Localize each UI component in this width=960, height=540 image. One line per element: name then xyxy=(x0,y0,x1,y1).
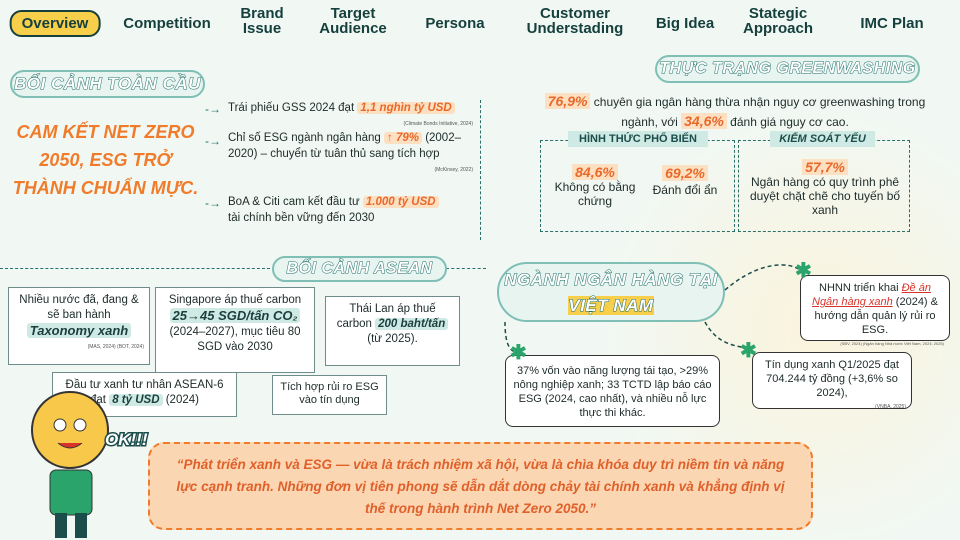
arrow: -→ xyxy=(205,102,221,116)
nav-label: Customer xyxy=(539,5,610,22)
text: 37% vốn vào năng lượng tái tạo, >29% nôn… xyxy=(513,365,712,419)
stat-label: Không có bằng chứng xyxy=(554,180,636,208)
asean-box: Đầu tư xanh tư nhân ASEAN-6 đạt 8 tỷ USD… xyxy=(52,372,237,417)
highlight: 8 tỷ USD xyxy=(109,394,163,406)
nav-label: Stategic xyxy=(748,5,808,22)
bullet: Chỉ số ESG ngành ngân hàng ↑ 79% (2002–2… xyxy=(228,130,473,178)
text: BoA & Citi cam kết đầu tư xyxy=(228,196,360,208)
text: Trái phiếu GSS 2024 đạt xyxy=(228,102,355,114)
vn-card: 37% vốn vào năng lượng tái tạo, >29% nôn… xyxy=(505,355,720,427)
nav-label: Competition xyxy=(123,15,211,32)
divider xyxy=(446,268,486,269)
arrow: -→ xyxy=(205,134,221,148)
nav-item[interactable]: Stategic Approach xyxy=(743,6,813,36)
nav-item[interactable]: Persona xyxy=(425,16,484,31)
highlight: 76,9% xyxy=(544,93,591,109)
text: (2024) xyxy=(165,394,199,406)
text: Tích hợp rủi ro ESG vào tín dụng xyxy=(280,381,379,406)
text: (từ 2025). xyxy=(367,333,418,345)
section-title: BỐI CẢNH TOÀN CẦU xyxy=(10,70,205,98)
arrow: -→ xyxy=(205,196,221,210)
text: Tín dụng xanh Q1/2025 đạt 704.244 tỷ đồn… xyxy=(765,359,899,399)
title-line: NGÀNH NGÂN HÀNG TẠI xyxy=(504,270,718,290)
highlight: 1,1 nghìn tỷ USD xyxy=(357,102,455,114)
nav-label: Audience xyxy=(319,20,387,37)
stat-label: Ngân hàng có quy trình phê duyệt chặt ch… xyxy=(749,175,901,217)
text: đánh giá nguy cơ cao. xyxy=(730,115,849,129)
nav-label: Persona xyxy=(425,15,485,32)
stat: 69,2% Đánh đổi ẩn xyxy=(640,165,730,198)
nav-label: Overview xyxy=(21,15,89,32)
highlight: ↑ 79% xyxy=(384,132,422,144)
highlight: 34,6% xyxy=(681,113,727,129)
stat: 57,7% Ngân hàng có quy trình phê duyệt ch… xyxy=(745,159,905,217)
nav-item[interactable]: Brand Issue xyxy=(240,6,283,36)
nav-item[interactable]: IMC Plan xyxy=(860,16,923,31)
text: Chỉ số ESG ngành ngân hàng xyxy=(228,132,381,144)
divider xyxy=(0,268,270,269)
nav-label: IMC Plan xyxy=(860,15,924,32)
mascot: OK!!! xyxy=(31,391,149,538)
source: (MAS, 2024) (BOT, 2024) xyxy=(87,344,144,350)
highlight: 200 baht/tấn xyxy=(375,318,449,330)
star-icon: ✱ xyxy=(795,260,812,282)
section-title: BỐI CẢNH ASEAN xyxy=(272,256,447,282)
stat-value: 57,7% xyxy=(802,159,848,175)
vn-card: NHNN triển khai Đề án Ngân hàng xanh (20… xyxy=(800,275,950,346)
divider xyxy=(480,100,481,240)
mascot-text: OK!!! xyxy=(105,430,148,449)
nav-label: Approach xyxy=(742,20,814,37)
intro: 76,9% chuyên gia ngân hàng thừa nhận ngu… xyxy=(530,92,940,132)
text: tài chính bền vững đến 2030 xyxy=(228,212,375,224)
nav-label: Target xyxy=(330,5,376,22)
asean-box: Nhiều nước đã, đang & sẽ ban hành Taxonom… xyxy=(8,287,150,365)
source: (McKinsey, 2022) xyxy=(434,167,473,173)
asean-box: Singapore áp thuế carbon 25→45 SGD/tấn CO… xyxy=(155,287,315,373)
nav-item[interactable]: Target Audience xyxy=(319,6,387,36)
nav-label: Issue xyxy=(242,20,282,37)
stat-label: Đánh đổi ẩn xyxy=(652,183,718,197)
nav-item[interactable]: Competition xyxy=(123,16,211,31)
section-title: THỰC TRẠNG GREENWASHING xyxy=(655,55,920,83)
stat-value: 84,6% xyxy=(572,164,618,180)
nav-label: Brand xyxy=(240,5,284,22)
source: (SBV, 2024) (Ngân hàng Nhà nước Việt Nam… xyxy=(840,341,944,346)
stat: 84,6% Không có bằng chứng xyxy=(550,164,640,208)
vn-card: Tín dụng xanh Q1/2025 đạt 704.244 tỷ đồn… xyxy=(752,352,912,410)
column-heading: KIỂM SOÁT YẾU xyxy=(770,131,875,147)
text: Singapore áp thuế carbon xyxy=(168,294,302,306)
nav-item[interactable]: Big Idea xyxy=(656,16,714,31)
stat-value: 69,2% xyxy=(662,165,708,181)
quote: “Phát triển xanh và ESG — vừa là trách n… xyxy=(148,442,813,530)
nav-item[interactable]: Overview xyxy=(9,10,101,37)
nav-label: Big Idea xyxy=(655,15,715,32)
bullet: BoA & Citi cam kết đầu tư 1.000 tỷ USD tà… xyxy=(228,194,473,226)
highlight: 1.000 tỷ USD xyxy=(362,196,439,208)
text: Nhiều nước đã, đang & sẽ ban hành xyxy=(19,294,139,321)
highlight: Taxonomy xanh xyxy=(26,323,132,338)
highlight: 25→45 SGD/tấn CO₂ xyxy=(169,308,301,323)
source: (VNBA, 2025) xyxy=(875,404,906,410)
headline: CAM KẾT NET ZERO 2050, ESG TRỞ THÀNH CHU… xyxy=(12,122,199,198)
asean-box: Tích hợp rủi ro ESG vào tín dụng xyxy=(272,375,387,415)
star-icon: ✱ xyxy=(740,340,757,362)
nav-label: Understading xyxy=(526,20,624,37)
text: chuyên gia ngân hàng thừa nhận nguy cơ g… xyxy=(593,95,926,129)
text: (2024) & hướng dẫn quản lý rủi ro ESG. xyxy=(814,296,939,336)
text: Thái Lan áp thuế carbon xyxy=(336,303,436,330)
text: NHNN triển khai xyxy=(819,282,899,294)
text: (2002–2020) – chuyển từ tuân thủ sang tí… xyxy=(228,132,461,160)
title-line: VIỆT NAM xyxy=(568,296,654,316)
section-title: NGÀNH NGÂN HÀNG TẠI VIỆT NAM xyxy=(497,262,725,322)
highlight: Đề án Ngân hàng xanh xyxy=(812,282,931,308)
bullet: Trái phiếu GSS 2024 đạt 1,1 nghìn tỷ USD… xyxy=(228,100,473,132)
text: (2024–2027), mục tiêu 80 SGD vào 2030 xyxy=(169,326,301,353)
source: (Climate Bonds Initiative, 2024) xyxy=(403,121,473,127)
nav-item[interactable]: Customer Understading xyxy=(527,6,624,36)
column-heading: HÌNH THỨC PHỔ BIẾN xyxy=(568,131,708,147)
asean-box: Thái Lan áp thuế carbon 200 baht/tấn (từ … xyxy=(325,296,460,366)
star-icon: ✱ xyxy=(510,342,527,364)
